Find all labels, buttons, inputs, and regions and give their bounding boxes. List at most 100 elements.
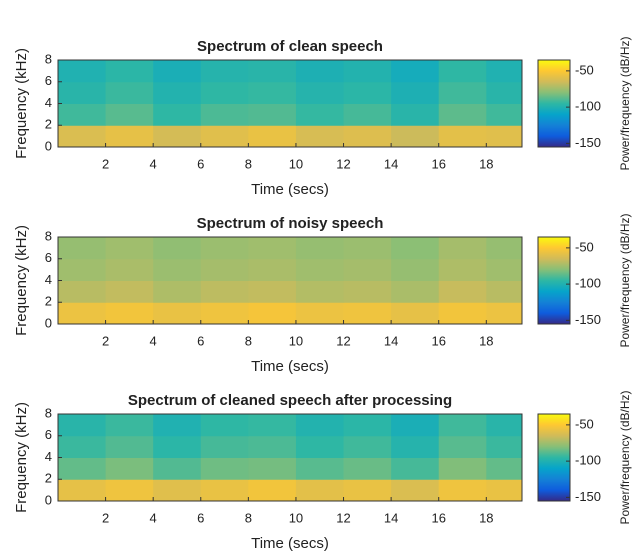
- x-tick-label: 4: [150, 510, 157, 525]
- y-tick-label: 2: [45, 294, 52, 309]
- heat-cell: [486, 258, 523, 281]
- heat-cell: [58, 103, 107, 126]
- y-tick-label: 6: [45, 73, 52, 88]
- heat-cell: [248, 103, 297, 126]
- heat-cell: [486, 237, 523, 260]
- x-tick-label: 18: [479, 510, 493, 525]
- heat-cell: [343, 60, 392, 83]
- colorbar-tick-label: -150: [575, 312, 601, 327]
- heat-cell: [438, 237, 487, 260]
- heat-cell: [343, 103, 392, 126]
- heat-cell: [343, 479, 392, 502]
- heat-cell: [391, 125, 440, 148]
- heat-cell: [248, 280, 297, 303]
- heat-cell: [391, 457, 440, 480]
- x-axis-label: Time (secs): [251, 358, 329, 375]
- heat-cell: [438, 479, 487, 502]
- x-tick-label: 8: [245, 510, 252, 525]
- y-tick-label: 8: [45, 228, 52, 243]
- heat-cell: [295, 237, 345, 260]
- x-tick-label: 16: [431, 156, 445, 171]
- heat-cell: [248, 457, 297, 480]
- y-tick-label: 4: [45, 95, 52, 110]
- heat-cell: [486, 414, 523, 437]
- x-tick-label: 10: [289, 333, 303, 348]
- heat-cell: [438, 103, 487, 126]
- heat-cell: [200, 457, 249, 480]
- heat-cell: [248, 60, 297, 83]
- x-tick-label: 8: [245, 156, 252, 171]
- heat-cell: [295, 103, 345, 126]
- heat-cell: [153, 414, 202, 437]
- colorbar: [537, 59, 571, 148]
- heat-cell: [391, 479, 440, 502]
- x-tick-label: 6: [197, 510, 204, 525]
- colorbar-label: Power/frequency (dB/Hz): [618, 213, 632, 347]
- colorbar-tick-label: -150: [575, 135, 601, 150]
- heat-cell: [295, 81, 345, 104]
- heat-cell: [105, 457, 154, 480]
- heat-cell: [200, 302, 249, 325]
- heat-cell: [295, 414, 345, 437]
- x-tick-label: 6: [197, 333, 204, 348]
- heat-cell: [343, 237, 392, 260]
- heat-cell: [486, 103, 523, 126]
- heat-cell: [105, 414, 154, 437]
- heat-cell: [58, 435, 107, 458]
- heat-cell: [248, 125, 297, 148]
- heat-cell: [486, 479, 523, 502]
- heat-cell: [343, 125, 392, 148]
- heat-cell: [153, 237, 202, 260]
- colorbar-tick-label: -100: [575, 453, 601, 468]
- panel-title: Spectrum of cleaned speech after process…: [128, 392, 452, 409]
- heat-cell: [248, 302, 297, 325]
- x-tick-label: 18: [479, 333, 493, 348]
- heat-cell: [343, 302, 392, 325]
- heat-cell: [105, 125, 154, 148]
- heat-cell: [58, 302, 107, 325]
- colorbar-tick-label: -100: [575, 99, 601, 114]
- heat-cell: [153, 280, 202, 303]
- heat-cell: [438, 60, 487, 83]
- panel-title: Spectrum of noisy speech: [197, 215, 384, 232]
- heat-cell: [343, 435, 392, 458]
- heat-cell: [58, 414, 107, 437]
- y-axis-label: Frequency (kHz): [13, 402, 30, 513]
- heat-cell: [200, 258, 249, 281]
- x-tick-label: 12: [336, 510, 350, 525]
- heat-cell: [58, 457, 107, 480]
- heat-cell: [153, 302, 202, 325]
- y-tick-label: 6: [45, 427, 52, 442]
- heat-cell: [200, 414, 249, 437]
- heat-cell: [438, 280, 487, 303]
- y-tick-label: 4: [45, 449, 52, 464]
- heat-cell: [200, 479, 249, 502]
- y-tick-label: 0: [45, 315, 52, 330]
- heat-cell: [105, 103, 154, 126]
- heat-cell: [343, 280, 392, 303]
- heat-cell: [295, 125, 345, 148]
- heat-cell: [343, 81, 392, 104]
- x-tick-label: 14: [384, 510, 398, 525]
- colorbar: [537, 413, 571, 502]
- heat-cell: [295, 258, 345, 281]
- heat-cell: [58, 479, 107, 502]
- x-tick-label: 18: [479, 156, 493, 171]
- heat-cell: [438, 435, 487, 458]
- heat-cell: [486, 280, 523, 303]
- heat-cell: [153, 479, 202, 502]
- colorbar: [537, 236, 571, 325]
- x-tick-label: 16: [431, 333, 445, 348]
- heat-cell: [438, 457, 487, 480]
- colorbar-tick-label: -100: [575, 276, 601, 291]
- heat-cell: [486, 457, 523, 480]
- heat-cell: [58, 280, 107, 303]
- heat-cell: [58, 125, 107, 148]
- heat-cell: [153, 125, 202, 148]
- heat-cell: [200, 81, 249, 104]
- heat-cell: [486, 435, 523, 458]
- heat-cell: [153, 103, 202, 126]
- heat-cell: [438, 125, 487, 148]
- heat-cell: [438, 81, 487, 104]
